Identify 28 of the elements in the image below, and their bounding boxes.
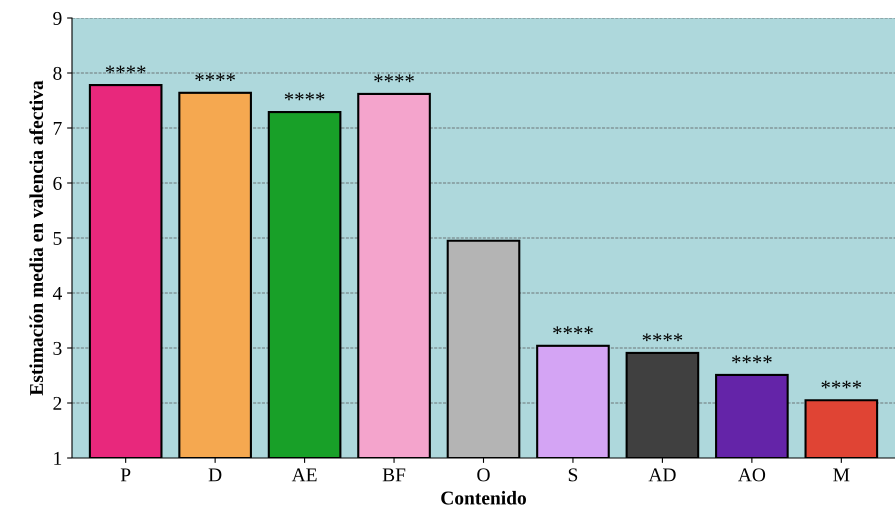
x-tick-label: AD [648,468,676,482]
x-tick-label: S [568,468,578,482]
y-tick-label: 8 [53,66,62,80]
x-tick-label: D [208,468,222,482]
annotation: **** [374,74,414,82]
y-tick-label: 3 [53,342,62,355]
x-tick-label: AO [738,468,766,482]
y-tick-label: 6 [53,176,62,190]
annotation: **** [732,355,772,364]
x-tick-label: O [477,468,490,482]
annotation: **** [284,92,324,100]
x-tick-label: M [833,468,850,482]
y-tick-label: 5 [54,232,62,245]
annotation: **** [822,380,862,388]
annotation: **** [106,66,146,74]
x-tick-label: AE [292,468,317,482]
y-tick-label: 1 [54,452,62,465]
annotation: **** [553,326,593,334]
y-axis-title: Estimación media en valencia afectiva [29,80,44,396]
y-tick-label: 2 [53,396,62,410]
x-tick-label: P [120,468,130,482]
y-tick-label: 4 [52,286,62,300]
annotation: **** [195,73,235,81]
x-tick-label: BF [382,468,406,482]
x-axis-title: Contenido [441,490,526,505]
y-tick-label: 7 [54,122,62,135]
annotation: **** [642,333,682,342]
y-tick-label: 9 [53,12,62,25]
